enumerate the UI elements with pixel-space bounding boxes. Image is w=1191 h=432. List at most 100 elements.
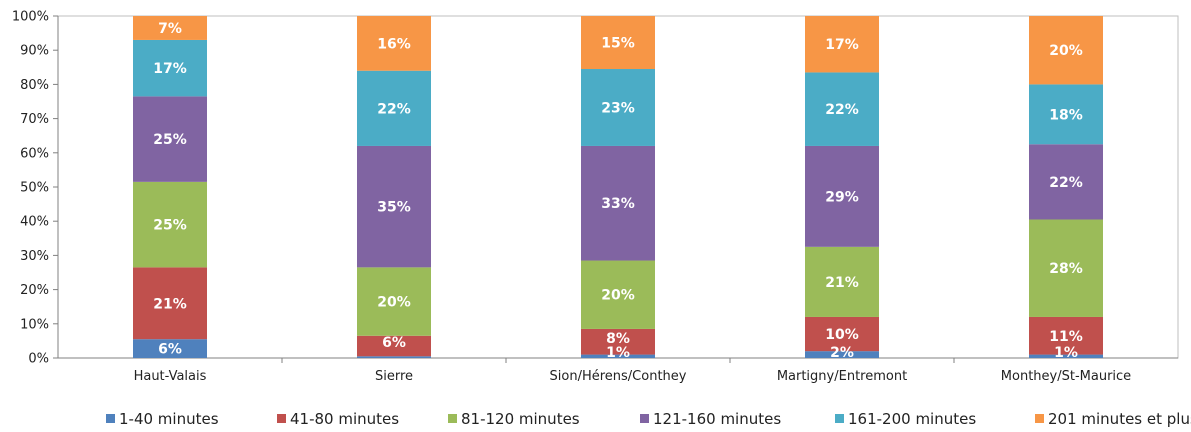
- data-label: 17%: [153, 61, 187, 77]
- data-label: 16%: [377, 36, 411, 52]
- bar-stack: 1%11% 28% 22% 18% 20%: [1029, 16, 1103, 361]
- bar-segment: [1029, 84, 1103, 145]
- data-label: 8%: [606, 331, 630, 347]
- bar-segment: [805, 351, 879, 358]
- bar-segment: [805, 316, 879, 352]
- data-label: 7%: [158, 21, 182, 37]
- bar-segment: [133, 181, 207, 268]
- data-label: 21%: [153, 296, 187, 312]
- data-label: 22%: [377, 101, 411, 117]
- data-label: 33%: [601, 196, 635, 212]
- data-label: 23%: [601, 100, 635, 116]
- bar-segment: [581, 16, 655, 70]
- bar-segment: [581, 69, 655, 146]
- data-label: 10%: [825, 327, 859, 343]
- data-label: 1%: [606, 345, 630, 361]
- bar-segment: [1029, 16, 1103, 85]
- data-label: 1%: [1054, 345, 1078, 361]
- bar-segment: [805, 72, 879, 146]
- data-label: 35%: [377, 200, 411, 216]
- data-label: 11%: [1049, 329, 1083, 345]
- x-tick-label: Sion/Hérens/Conthey: [550, 369, 687, 384]
- legend: 1-40 minutes 41-80 minutes 81-120 minutes 1…: [106, 410, 1191, 428]
- legend-swatch: [448, 414, 457, 423]
- bar-segment: [133, 267, 207, 340]
- bar-segment: [1029, 219, 1103, 317]
- data-label: 22%: [1049, 175, 1083, 191]
- bar-segment: [133, 339, 207, 358]
- bar-segment: [805, 145, 879, 247]
- legend-swatch: [835, 414, 844, 423]
- x-tick-label: Martigny/Entremont: [777, 369, 907, 384]
- y-tick-label: 0%: [28, 352, 49, 367]
- y-tick-label: 30%: [20, 249, 49, 264]
- data-label: 25%: [153, 218, 187, 234]
- data-label: 20%: [601, 288, 635, 304]
- y-tick-label: 50%: [20, 181, 49, 196]
- legend-item: 1-40 minutes: [106, 410, 219, 428]
- bar-segment: [133, 16, 207, 40]
- legend-item: 201 minutes et plus: [1035, 410, 1191, 428]
- bar-stack: 2% 10% 21% 29% 22% 17%: [805, 16, 879, 361]
- bar-segment: [805, 246, 879, 317]
- bar-segment: [357, 70, 431, 146]
- bar-segment: [133, 96, 207, 182]
- y-tick-label: 20%: [20, 283, 49, 298]
- legend-label: 81-120 minutes: [461, 410, 580, 428]
- bar-stack: 1%8% 20% 33% 23% 15%: [581, 16, 655, 361]
- bar-segment: [581, 354, 655, 358]
- data-label: 2%: [830, 345, 854, 361]
- bar-segment: [133, 39, 207, 97]
- bar-segment: [1029, 354, 1103, 358]
- bar-stack: 6% 21% 25% 25% 17% 7%: [133, 16, 207, 358]
- bar-segment: [805, 16, 879, 73]
- bar-segment: [1029, 144, 1103, 220]
- bar-segment: [357, 267, 431, 336]
- legend-item: 81-120 minutes: [448, 410, 580, 428]
- data-label: 18%: [1049, 107, 1083, 123]
- bar-segment: [581, 145, 655, 261]
- data-label: 15%: [601, 36, 635, 52]
- legend-item: 121-160 minutes: [640, 410, 781, 428]
- y-axis: 0% 10% 20% 30% 40% 50% 60% 70% 80% 90% 100%: [12, 10, 59, 367]
- legend-label: 121-160 minutes: [653, 410, 781, 428]
- legend-label: 201 minutes et plus: [1048, 410, 1191, 428]
- legend-label: 1-40 minutes: [119, 410, 219, 428]
- data-label: 20%: [1049, 43, 1083, 59]
- y-tick-label: 80%: [20, 78, 49, 93]
- bar-segment: [1029, 316, 1103, 355]
- bar-segment: [357, 145, 431, 268]
- bar-segment: [581, 260, 655, 329]
- bars: 6%21%25%25%17%7%6%20%35%22%16%1%8%20%33%…: [133, 16, 1103, 361]
- bar-segment: [357, 356, 431, 358]
- data-label: 22%: [825, 102, 859, 118]
- y-tick-label: 60%: [20, 146, 49, 161]
- data-label: 21%: [825, 275, 859, 291]
- legend-swatch: [277, 414, 286, 423]
- legend-item: 161-200 minutes: [835, 410, 976, 428]
- bar-segment: [357, 16, 431, 71]
- y-tick-label: 40%: [20, 215, 49, 230]
- x-tick-label: Monthey/St-Maurice: [1001, 369, 1131, 384]
- data-label: 6%: [382, 335, 406, 351]
- data-label: 28%: [1049, 261, 1083, 277]
- data-label: 29%: [825, 189, 859, 205]
- legend-swatch: [640, 414, 649, 423]
- x-tick-label: Sierre: [375, 369, 413, 384]
- data-label: 25%: [153, 132, 187, 148]
- data-label: 6%: [158, 342, 182, 358]
- bar-segment: [357, 335, 431, 357]
- x-tick-label: Haut-Valais: [134, 369, 207, 384]
- data-label: 17%: [825, 37, 859, 53]
- legend-label: 161-200 minutes: [848, 410, 976, 428]
- y-tick-label: 10%: [20, 317, 49, 332]
- y-tick-label: 90%: [20, 44, 49, 59]
- legend-label: 41-80 minutes: [290, 410, 399, 428]
- y-tick-label: 70%: [20, 112, 49, 127]
- legend-swatch: [106, 414, 115, 423]
- y-tick-label: 100%: [12, 10, 49, 25]
- legend-item: 41-80 minutes: [277, 410, 399, 428]
- bar-stack: 6% 20% 35% 22% 16%: [357, 16, 431, 358]
- bar-segment: [581, 328, 655, 355]
